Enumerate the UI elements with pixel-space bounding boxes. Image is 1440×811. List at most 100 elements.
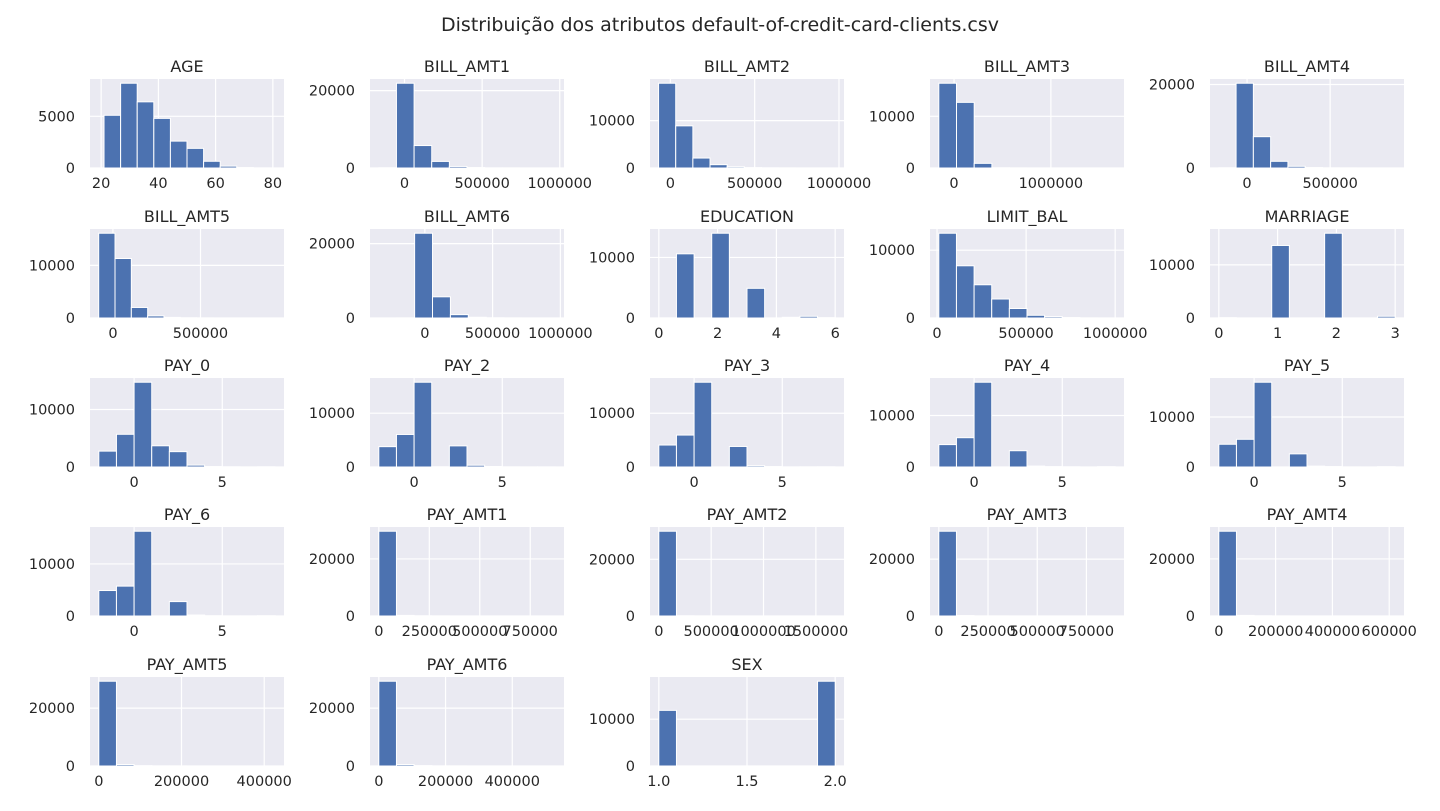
y-tick-label: 0 (906, 161, 915, 177)
subplot-title: PAY_2 (444, 356, 490, 376)
histogram-bar (1235, 614, 1255, 617)
subplot-title: SEX (731, 655, 762, 674)
histogram-bar (658, 444, 677, 468)
histogram-bar (115, 433, 135, 468)
x-tick-label: 0 (689, 475, 698, 491)
x-tick-label: 0 (1242, 176, 1251, 192)
subplot-title: PAY_3 (724, 356, 770, 376)
histogram-bar (728, 445, 748, 468)
histogram-bar (133, 530, 153, 617)
y-tick-label: 20000 (309, 237, 355, 253)
x-tick-label: 1 (1273, 326, 1282, 342)
x-tick-label: 1000000 (527, 176, 592, 192)
histogram-bar (98, 680, 117, 767)
subplot-title: BILL_AMT2 (704, 57, 790, 77)
subplot-pay-amt6: PAY_AMT6 0 200000 400000 0 20000 (309, 655, 564, 790)
histogram-bar (973, 284, 993, 319)
y-tick-label: 10000 (869, 109, 915, 125)
x-tick-label: 600000 (1362, 624, 1417, 640)
histogram-bar (168, 601, 188, 617)
histogram-bar (709, 164, 728, 169)
plot-area (1210, 527, 1404, 616)
histogram-bar (1235, 82, 1254, 169)
x-tick-label: 1000000 (731, 624, 796, 640)
histogram-bar (693, 381, 713, 468)
histogram-bar (799, 315, 819, 319)
x-tick-label: 2.0 (824, 774, 847, 790)
histogram-bar (186, 464, 206, 468)
x-tick-label: 5 (498, 475, 507, 491)
subplot-title: AGE (170, 57, 203, 76)
x-tick-label: 0 (932, 326, 941, 342)
x-tick-label: 3 (1391, 326, 1400, 342)
y-tick-label: 0 (66, 759, 75, 775)
y-tick-label: 10000 (589, 712, 635, 728)
subplot-title: PAY_AMT5 (147, 655, 228, 675)
histogram-bar (395, 614, 415, 617)
subplot-sex: SEX 1.0 1.5 2.0 0 10000 (589, 655, 847, 790)
x-tick-label: 750000 (503, 624, 558, 640)
x-tick-label: 0 (374, 774, 383, 790)
y-tick-label: 20000 (589, 552, 635, 568)
x-tick-label: 0 (949, 176, 958, 192)
histogram-bar (1044, 316, 1063, 319)
x-tick-label: 0 (129, 624, 138, 640)
x-tick-label: 1000000 (528, 326, 593, 342)
y-tick-label: 10000 (869, 243, 915, 259)
subplot-title: PAY_0 (164, 356, 210, 376)
plot-area (90, 677, 284, 766)
x-tick-label: 200000 (154, 774, 209, 790)
histogram-bar (466, 464, 486, 468)
y-tick-label: 0 (1186, 161, 1195, 177)
histogram-bar (448, 165, 468, 169)
histogram-bar (675, 253, 695, 319)
x-tick-label: 0 (1249, 475, 1258, 491)
x-tick-label: 500000 (454, 176, 509, 192)
x-tick-label: 5 (1338, 475, 1347, 491)
histogram-bar (395, 82, 415, 169)
subplot-bill-amt3: BILL_AMT3 0 1000000 0 10000 (869, 57, 1124, 192)
x-tick-label: 1000000 (1083, 326, 1148, 342)
histogram-bar (973, 381, 993, 468)
x-tick-label: 400000 (485, 774, 540, 790)
x-tick-label: 0 (654, 326, 663, 342)
histogram-bar (938, 444, 957, 468)
y-tick-label: 0 (626, 161, 635, 177)
histogram-bar (449, 314, 469, 319)
subplot-title: PAY_AMT3 (987, 505, 1068, 525)
x-tick-label: 0 (94, 774, 103, 790)
x-tick-label: 500000 (727, 176, 782, 192)
y-tick-label: 0 (346, 609, 355, 625)
subplot-pay-0: PAY_0 0 5 0 10000 (29, 356, 284, 491)
histogram-bar (114, 258, 132, 319)
histogram-bar (103, 114, 122, 169)
histogram-bar (186, 614, 206, 617)
x-tick-label: 1000000 (1019, 176, 1084, 192)
subplot-marriage: MARRIAGE 0 1 2 3 0 10000 (1149, 207, 1404, 342)
histogram-bar (658, 82, 677, 169)
histogram-bar (147, 315, 165, 319)
subplot-title: BILL_AMT3 (984, 57, 1070, 77)
subplot-age: AGE 20 40 60 80 0 5000 (38, 57, 284, 192)
y-tick-label: 0 (626, 460, 635, 476)
x-tick-label: 80 (264, 176, 282, 192)
x-tick-label: 0 (374, 624, 383, 640)
subplot-pay-amt5: PAY_AMT5 0 200000 400000 0 20000 (29, 655, 292, 790)
x-tick-label: 1500000 (784, 624, 849, 640)
histogram-bar (675, 434, 695, 468)
x-tick-label: 0 (1214, 326, 1223, 342)
y-tick-label: 10000 (309, 406, 355, 422)
x-tick-label: 1000000 (807, 176, 872, 192)
histogram-bar (938, 530, 957, 617)
histogram-bar (1218, 530, 1237, 617)
histogram-bar (692, 157, 711, 169)
y-tick-label: 0 (1186, 609, 1195, 625)
histogram-bar (378, 446, 397, 468)
subplot-education: EDUCATION 0 2 4 6 0 10000 (589, 207, 844, 342)
histogram-bar (203, 160, 221, 169)
subplot-pay-2: PAY_2 0 5 0 10000 (309, 356, 564, 491)
x-tick-label: 2 (713, 326, 722, 342)
